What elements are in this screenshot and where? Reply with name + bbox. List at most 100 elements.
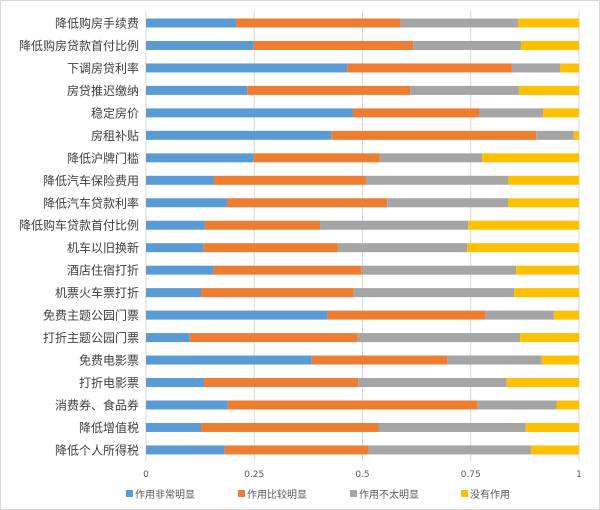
bar-segment-2	[347, 63, 512, 73]
bar-segment-3	[387, 198, 508, 208]
bar-segment-4	[543, 108, 579, 118]
legend-label: 没有作用	[470, 488, 510, 501]
bar-segment-3	[511, 63, 561, 73]
legend-swatch	[238, 490, 245, 497]
category-label: 降低购房贷款首付比例	[19, 38, 139, 53]
bar-segment-4	[507, 198, 579, 208]
bar-segment-3	[358, 378, 507, 388]
bar-segment-3	[353, 288, 515, 298]
category-label: 下调房贷利率	[67, 60, 139, 75]
legend-label: 作用比较明显	[247, 488, 307, 501]
category-label: 稳定房价	[91, 105, 139, 120]
bar-segment-4	[525, 422, 579, 432]
bar-segment-4	[508, 175, 579, 185]
bar-segment-1	[146, 85, 248, 95]
category-label: 消费券、食品券	[55, 397, 139, 412]
bar-segment-1	[146, 153, 254, 163]
bar-segment-2	[227, 400, 478, 410]
bar-segment-3	[365, 175, 509, 185]
bar-segment-4	[506, 378, 579, 388]
bar-segment-1	[146, 18, 237, 28]
category-label: 降低购车贷款首付比例	[19, 218, 139, 233]
bar-segment-3	[368, 445, 531, 455]
bar-segment-2	[253, 40, 414, 50]
category-label: 降低汽车贷款利率	[43, 195, 139, 210]
bar-segment-1	[146, 445, 225, 455]
bar-segment-4	[514, 288, 579, 298]
bar-segment-1	[146, 378, 205, 388]
legend-label: 作用不太明显	[359, 488, 419, 501]
bar-segment-1	[146, 265, 214, 275]
bar-segment-2	[203, 243, 338, 253]
bar-segment-1	[146, 175, 214, 185]
category-label: 房租补贴	[91, 128, 139, 143]
bar-segment-2	[311, 355, 448, 365]
bar-segment-2	[189, 333, 358, 343]
legend-swatch	[350, 490, 357, 497]
bar-segment-4	[468, 220, 579, 230]
bar-segment-1	[146, 63, 348, 73]
category-label: 打折电影票	[79, 375, 139, 390]
category-label: 房贷推迟缴纳	[67, 83, 139, 98]
bar-segment-3	[378, 422, 526, 432]
bar-segment-3	[357, 333, 521, 343]
bar-segment-4	[541, 355, 579, 365]
bar-segment-3	[536, 130, 574, 140]
bar-segment-2	[213, 265, 362, 275]
bar-segment-4	[516, 265, 579, 275]
x-tick-label: 0.75	[461, 470, 481, 480]
bar-segment-2	[331, 130, 537, 140]
bar-segment-2	[352, 108, 480, 118]
category-label: 降低汽车保险费用	[43, 173, 139, 188]
bar-segment-3	[447, 355, 542, 365]
bar-segment-4	[467, 243, 579, 253]
category-label: 降低沪牌门槛	[67, 150, 139, 165]
bar-segment-1	[146, 220, 205, 230]
category-label: 免费主题公园门票	[43, 308, 139, 323]
bar-segment-3	[400, 18, 518, 28]
bar-segment-1	[146, 400, 228, 410]
category-label: 降低购房手续费	[55, 16, 139, 31]
legend-swatch	[126, 490, 133, 497]
bar-segment-2	[204, 220, 321, 230]
legend-swatch	[461, 490, 468, 497]
bar-segment-2	[200, 288, 354, 298]
bar-segment-1	[146, 355, 312, 365]
category-label: 机票火车票打折	[55, 285, 139, 300]
bar-segment-1	[146, 310, 328, 320]
category-label: 打折主题公园门票	[43, 330, 139, 345]
bar-segment-4	[520, 333, 579, 343]
bar-segment-3	[479, 108, 544, 118]
x-tick-label: 0.25	[244, 470, 264, 480]
category-label: 免费电影票	[79, 353, 139, 368]
bar-segment-3	[477, 400, 557, 410]
bar-segment-4	[517, 18, 579, 28]
bar-segment-2	[224, 445, 369, 455]
category-label: 降低增值税	[79, 420, 139, 435]
bar-segment-2	[327, 310, 486, 320]
bar-segment-2	[253, 153, 380, 163]
bar-segment-1	[146, 333, 190, 343]
bar-segment-2	[204, 378, 359, 388]
bar-segment-4	[518, 85, 579, 95]
bar-segment-4	[553, 310, 579, 320]
category-label: 降低个人所得税	[55, 442, 139, 457]
bar-segment-3	[485, 310, 554, 320]
bar-segment-4	[573, 130, 579, 140]
bar-segment-3	[361, 265, 517, 275]
bar-segment-3	[337, 243, 468, 253]
bar-segment-1	[146, 288, 201, 298]
bar-segment-2	[200, 422, 379, 432]
bar-segment-2	[226, 198, 388, 208]
x-tick-label: 0.5	[355, 470, 369, 480]
bar-segment-1	[146, 130, 332, 140]
bar-segment-1	[146, 422, 201, 432]
bar-segment-3	[413, 40, 521, 50]
bar-segment-4	[520, 40, 579, 50]
category-label: 机车以旧换新	[67, 240, 139, 255]
bar-segment-2	[236, 18, 401, 28]
x-tick-label: 0	[143, 470, 149, 480]
bar-segment-1	[146, 108, 353, 118]
bar-segment-2	[247, 85, 411, 95]
